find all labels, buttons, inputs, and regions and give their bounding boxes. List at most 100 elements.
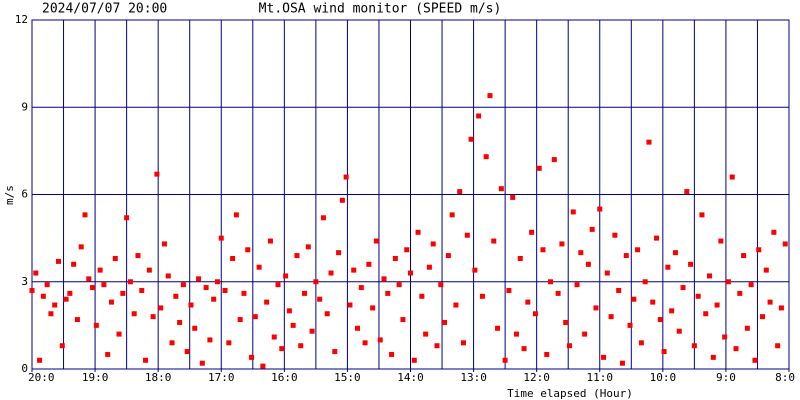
point <box>729 174 735 180</box>
y-tick-label: 9 <box>21 100 28 113</box>
point <box>472 267 478 273</box>
point <box>101 282 107 288</box>
point <box>517 255 523 261</box>
point <box>672 250 678 256</box>
point <box>44 282 50 288</box>
point <box>775 343 781 349</box>
point <box>434 343 440 349</box>
point <box>180 282 186 288</box>
x-tick-label: 10:0 <box>650 371 677 384</box>
point <box>566 343 572 349</box>
point <box>767 299 773 305</box>
point <box>449 212 455 218</box>
point <box>400 317 406 323</box>
point <box>211 296 217 302</box>
point <box>582 331 588 337</box>
point <box>464 232 470 238</box>
point <box>763 267 769 273</box>
point <box>249 354 255 360</box>
point <box>260 363 266 369</box>
point <box>309 328 315 334</box>
point <box>722 334 728 340</box>
point <box>131 311 137 317</box>
point <box>782 241 788 247</box>
point <box>264 299 270 305</box>
point <box>112 255 118 261</box>
point <box>158 305 164 311</box>
point <box>423 331 429 337</box>
y-tick-label: 0 <box>21 362 28 375</box>
point <box>578 250 584 256</box>
x-tick-label: 20:0 <box>28 371 55 384</box>
point <box>37 357 43 363</box>
point <box>453 302 459 308</box>
point <box>487 93 493 99</box>
point <box>74 317 80 323</box>
x-tick-label: 18:0 <box>145 371 172 384</box>
point <box>298 343 304 349</box>
point <box>396 282 402 288</box>
point <box>589 226 595 232</box>
point <box>173 293 179 299</box>
point <box>669 308 675 314</box>
point <box>570 209 576 215</box>
point <box>521 346 527 352</box>
point <box>116 331 122 337</box>
point <box>445 253 451 259</box>
point <box>491 238 497 244</box>
x-tick-label: 13:0 <box>460 371 487 384</box>
x-tick-label: 16:0 <box>271 371 298 384</box>
point <box>108 299 114 305</box>
point <box>48 311 54 317</box>
point <box>635 247 641 253</box>
point <box>161 241 167 247</box>
x-tick-label: 17:0 <box>208 371 235 384</box>
point <box>150 314 156 320</box>
point <box>52 302 58 308</box>
point <box>71 261 77 267</box>
point <box>93 322 99 328</box>
point <box>233 212 239 218</box>
point <box>252 314 258 320</box>
point <box>627 322 633 328</box>
point <box>725 279 731 285</box>
point <box>646 139 652 145</box>
point <box>165 273 171 279</box>
point <box>283 273 289 279</box>
point <box>650 299 656 305</box>
x-tick-label: 12:0 <box>523 371 550 384</box>
point <box>207 337 213 343</box>
point <box>105 351 111 357</box>
x-tick-label: 14:0 <box>397 371 424 384</box>
x-axis-label: Time elapsed (Hour) <box>507 387 633 400</box>
point <box>498 186 504 192</box>
point <box>230 255 236 261</box>
point <box>90 285 96 291</box>
point <box>544 351 550 357</box>
point <box>756 247 762 253</box>
point <box>355 325 361 331</box>
point <box>222 287 228 293</box>
point <box>601 354 607 360</box>
point <box>426 264 432 270</box>
point <box>654 235 660 241</box>
point <box>707 273 713 279</box>
point <box>320 215 326 221</box>
point <box>502 357 508 363</box>
point <box>695 293 701 299</box>
point <box>510 194 516 200</box>
point <box>78 244 84 250</box>
y-tick-label: 3 <box>21 275 28 288</box>
point <box>638 340 644 346</box>
point <box>619 360 625 366</box>
point <box>343 174 349 180</box>
point <box>744 325 750 331</box>
point <box>305 244 311 250</box>
point <box>540 247 546 253</box>
x-tick-label: 19:0 <box>82 371 109 384</box>
point <box>536 165 542 171</box>
y-tick-label: 12 <box>15 13 28 26</box>
point <box>661 349 667 355</box>
point <box>358 285 364 291</box>
